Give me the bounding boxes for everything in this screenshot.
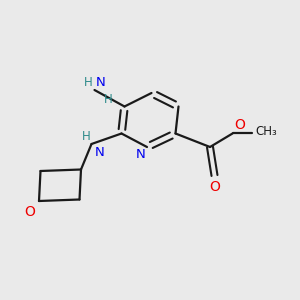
Text: H: H (103, 93, 112, 106)
Text: CH₃: CH₃ (255, 125, 277, 139)
Text: N: N (96, 76, 106, 88)
Text: O: O (25, 205, 35, 219)
Text: H: H (82, 130, 91, 143)
Text: O: O (234, 118, 245, 132)
Text: N: N (136, 148, 146, 161)
Text: O: O (209, 180, 220, 194)
Text: H: H (84, 76, 93, 88)
Text: N: N (94, 146, 104, 158)
